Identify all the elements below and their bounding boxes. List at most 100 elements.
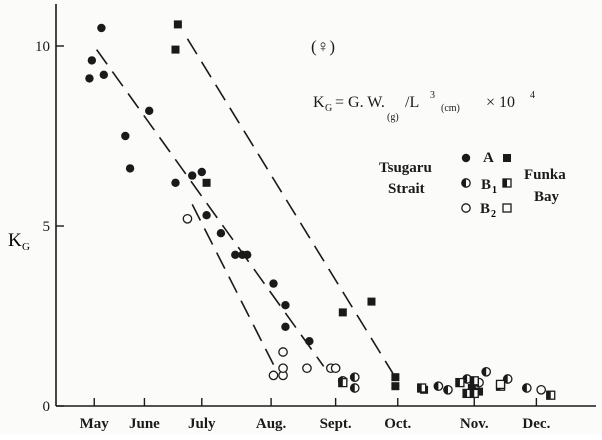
marker-fill — [443, 385, 448, 394]
legend-marker-left — [461, 178, 471, 188]
data-point — [502, 374, 513, 384]
data-point — [278, 347, 288, 357]
marker-fill — [463, 389, 468, 398]
data-point — [495, 379, 506, 390]
legend: Tsugaru Strait Funka Bay A B 1 B 2 — [379, 150, 566, 220]
x-tick-label: Sept. — [320, 416, 352, 432]
marker-shape — [99, 70, 109, 80]
legend-row-b1-label: B — [481, 177, 491, 193]
data-point — [475, 387, 484, 396]
data-point — [121, 131, 130, 141]
data-point — [443, 384, 453, 395]
data-point — [546, 390, 556, 400]
data-point — [338, 377, 348, 388]
marker-fill — [338, 378, 343, 387]
marker-shape — [467, 384, 476, 392]
data-point — [87, 56, 97, 65]
x-tick-label: May — [80, 416, 110, 432]
formula-lhs: K — [313, 94, 325, 111]
series-funka-bay-a — [171, 20, 484, 396]
marker-shape — [278, 347, 288, 357]
data-point — [182, 213, 193, 224]
marker-shape — [391, 373, 400, 382]
marker-shape — [85, 74, 94, 83]
marker-fill — [434, 382, 439, 391]
data-point — [305, 337, 314, 346]
marker-fill — [470, 376, 475, 385]
legend-marker-right — [503, 154, 511, 162]
formula-cm-sub: (cm) — [441, 103, 460, 114]
legend-right-group-line2: Bay — [534, 189, 560, 205]
formula-pow4: 4 — [530, 90, 535, 101]
marker-shape — [182, 213, 193, 224]
data-point — [330, 363, 341, 374]
y-tick-label: 10 — [35, 39, 50, 55]
marker-shape — [502, 203, 512, 213]
marker-fill — [350, 383, 355, 393]
y-axis-title-main: K — [8, 230, 22, 251]
panel-label: (♀) — [311, 37, 335, 56]
data-point — [268, 370, 279, 381]
marker-shape — [216, 229, 226, 238]
data-point — [125, 164, 135, 173]
marker-shape — [243, 250, 252, 259]
marker-shape — [338, 308, 347, 317]
data-point — [173, 20, 182, 29]
data-point — [216, 229, 226, 238]
data-point — [97, 23, 106, 33]
formula-pow3: 3 — [430, 90, 435, 101]
x-tick-label: June — [129, 416, 160, 432]
series-tsugaru-strait-b1 — [337, 366, 532, 395]
data-point — [188, 171, 197, 180]
marker-shape — [281, 301, 290, 310]
axes — [55, 4, 596, 407]
formula-weight-sub: (g) — [387, 112, 399, 123]
series-funka-bay-b2 — [495, 379, 506, 390]
data-point — [469, 388, 479, 399]
marker-shape — [197, 167, 206, 177]
data-point — [536, 384, 547, 395]
data-point — [243, 250, 252, 259]
marker-shape — [305, 337, 314, 346]
marker-shape — [125, 164, 135, 173]
data-point — [171, 45, 180, 54]
y-axis-title-sub: G — [22, 241, 30, 253]
data-point — [391, 373, 400, 382]
y-tick-label: 0 — [43, 399, 51, 415]
marker-fill — [455, 378, 460, 387]
trend-funka-a — [186, 38, 394, 375]
marker-fill — [546, 391, 551, 400]
legend-marker-left — [461, 203, 471, 213]
legend-right-group-line1: Funka — [524, 167, 566, 183]
data-point — [455, 377, 465, 388]
data-point — [433, 381, 444, 392]
y-tick-label: 5 — [43, 219, 51, 235]
formula-eq: = G. W. — [335, 94, 385, 111]
data-point — [281, 322, 290, 331]
data-point — [349, 383, 360, 393]
marker-fill — [522, 383, 527, 393]
marker-fill — [461, 178, 466, 188]
marker-shape — [391, 382, 400, 391]
marker-shape — [173, 20, 182, 29]
marker-fill — [503, 179, 507, 187]
legend-row-b1-sub: 1 — [492, 185, 497, 196]
x-tick-label: Oct. — [384, 416, 411, 432]
marker-shape — [268, 370, 279, 381]
marker-shape — [367, 297, 376, 306]
data-point — [349, 372, 360, 383]
legend-row-a-label: A — [483, 150, 494, 166]
data-points — [85, 20, 556, 400]
legend-marker-right — [502, 178, 512, 188]
trend-lines — [95, 38, 394, 375]
marker-shape — [461, 203, 471, 213]
legend-marker-left — [461, 153, 471, 163]
marker-shape — [330, 363, 341, 374]
marker-shape — [188, 171, 197, 180]
marker-shape — [269, 279, 278, 288]
marker-fill — [482, 367, 487, 376]
marker-shape — [121, 131, 130, 141]
data-point — [521, 383, 532, 393]
trend-tsugaru-b — [191, 204, 275, 365]
